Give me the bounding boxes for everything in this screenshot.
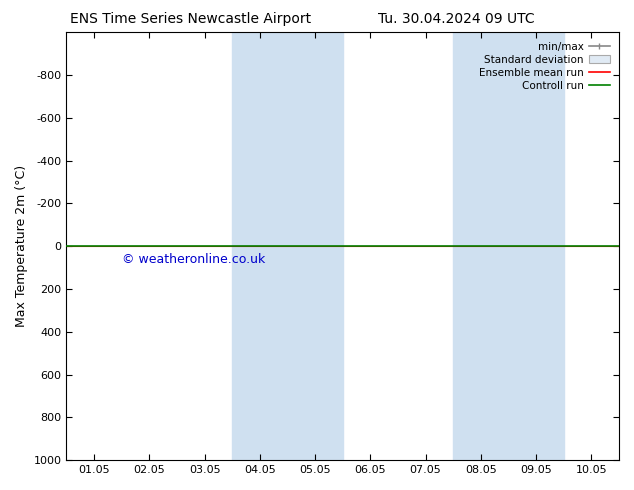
Bar [453,32,564,460]
Legend: min/max, Standard deviation, Ensemble mean run, Controll run: min/max, Standard deviation, Ensemble me… [475,37,614,95]
Text: © weatheronline.co.uk: © weatheronline.co.uk [122,252,265,266]
Text: ENS Time Series Newcastle Airport: ENS Time Series Newcastle Airport [70,12,311,26]
Y-axis label: Max Temperature 2m (°C): Max Temperature 2m (°C) [15,165,28,327]
Bar [232,32,343,460]
Text: Tu. 30.04.2024 09 UTC: Tu. 30.04.2024 09 UTC [378,12,535,26]
